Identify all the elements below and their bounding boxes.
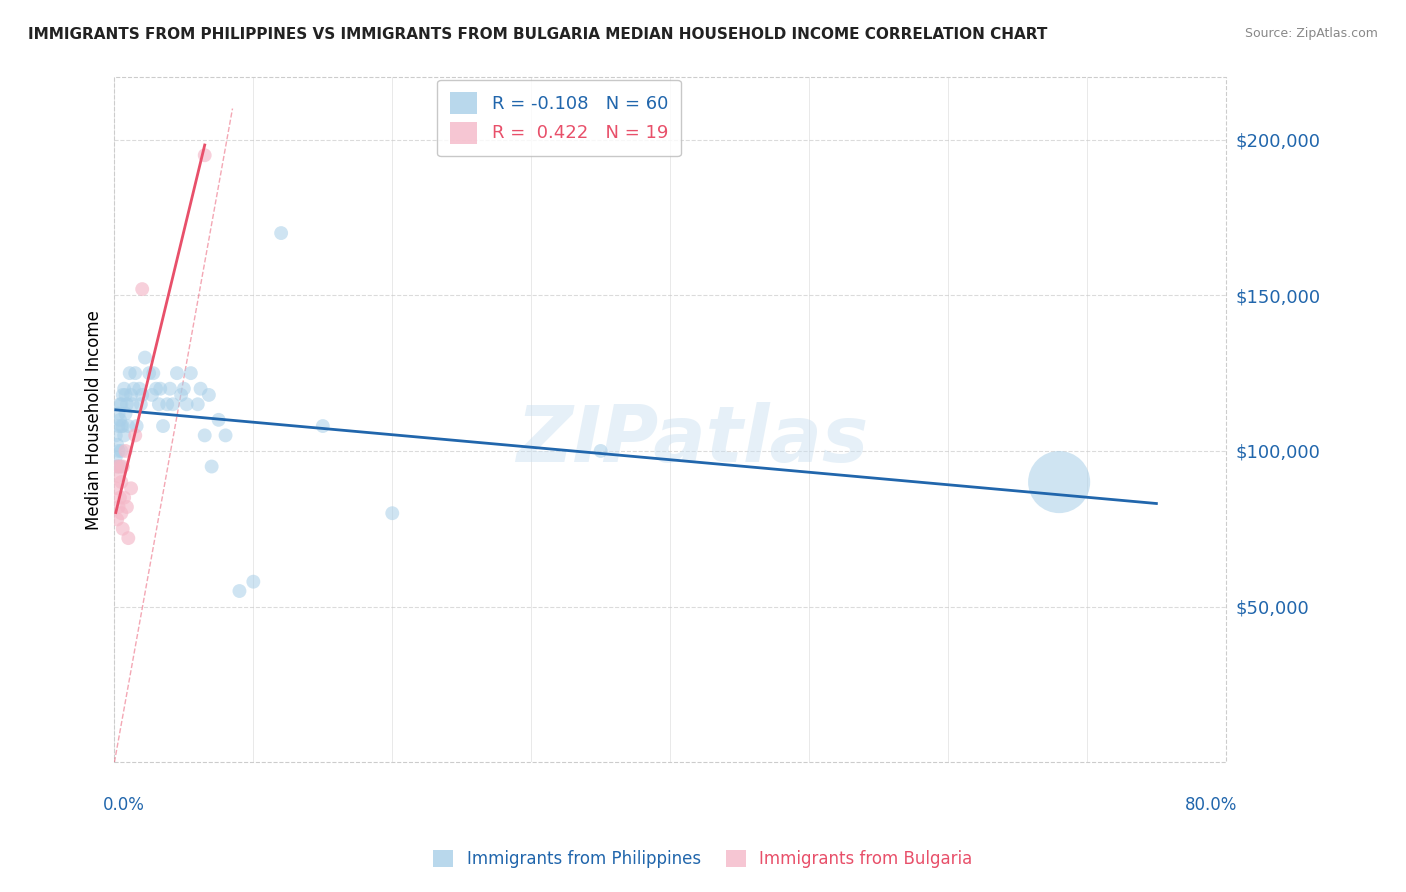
Point [120,388,142,402]
Point [270,226,292,240]
Point [194,148,217,162]
Point [107,407,129,421]
Point [194,428,217,442]
Point [108,413,131,427]
Point [124,428,146,442]
Legend: R = -0.108   N = 60, R =  0.422   N = 19: R = -0.108 N = 60, R = 0.422 N = 19 [437,79,681,156]
Point [108,491,131,505]
Point [201,459,224,474]
Point [121,397,143,411]
Point [152,419,174,434]
Point [115,397,138,411]
Point [107,468,129,483]
Point [145,382,167,396]
Point [312,419,335,434]
Point [125,419,148,434]
Point [131,388,153,402]
Point [156,397,179,411]
Y-axis label: Median Household Income: Median Household Income [86,310,103,530]
Point [1047,475,1070,489]
Point [117,531,139,545]
Point [159,382,181,396]
Point [111,522,134,536]
Point [105,459,128,474]
Point [104,428,127,442]
Point [115,500,138,514]
Point [120,481,142,495]
Point [112,382,135,396]
Point [107,419,129,434]
Point [104,450,127,465]
Point [110,444,132,458]
Point [124,366,146,380]
Point [142,366,165,380]
Point [118,366,141,380]
Text: ZIPatlas: ZIPatlas [516,402,869,478]
Point [112,491,135,505]
Point [108,459,131,474]
Point [149,382,172,396]
Point [107,500,129,514]
Legend: Immigrants from Philippines, Immigrants from Bulgaria: Immigrants from Philippines, Immigrants … [427,843,979,875]
Point [111,459,134,474]
Point [111,419,134,434]
Point [105,512,128,526]
Point [198,388,221,402]
Point [162,397,184,411]
Point [148,397,170,411]
Point [112,428,135,442]
Point [117,419,139,434]
Point [105,459,128,474]
Point [207,413,229,427]
Point [111,388,134,402]
Point [131,282,153,296]
Point [173,382,195,396]
Point [176,397,198,411]
Point [190,382,212,396]
Point [242,574,264,589]
Point [228,584,250,599]
Point [107,444,129,458]
Point [138,366,160,380]
Text: 80.0%: 80.0% [1185,797,1237,814]
Point [110,506,132,520]
Point [110,475,132,489]
Point [128,382,150,396]
Point [114,388,136,402]
Point [108,459,131,474]
Point [110,419,132,434]
Point [381,506,404,520]
Point [122,382,145,396]
Point [214,428,236,442]
Point [110,397,132,411]
Point [129,397,152,411]
Point [134,351,156,365]
Point [187,397,209,411]
Point [170,388,193,402]
Text: 0.0%: 0.0% [103,797,145,814]
Point [166,366,188,380]
Point [114,444,136,458]
Point [104,481,127,495]
Point [114,407,136,421]
Text: Source: ZipAtlas.com: Source: ZipAtlas.com [1244,27,1378,40]
Text: IMMIGRANTS FROM PHILIPPINES VS IMMIGRANTS FROM BULGARIA MEDIAN HOUSEHOLD INCOME : IMMIGRANTS FROM PHILIPPINES VS IMMIGRANT… [28,27,1047,42]
Point [105,438,128,452]
Point [108,397,131,411]
Point [589,444,612,458]
Point [141,388,163,402]
Point [180,366,202,380]
